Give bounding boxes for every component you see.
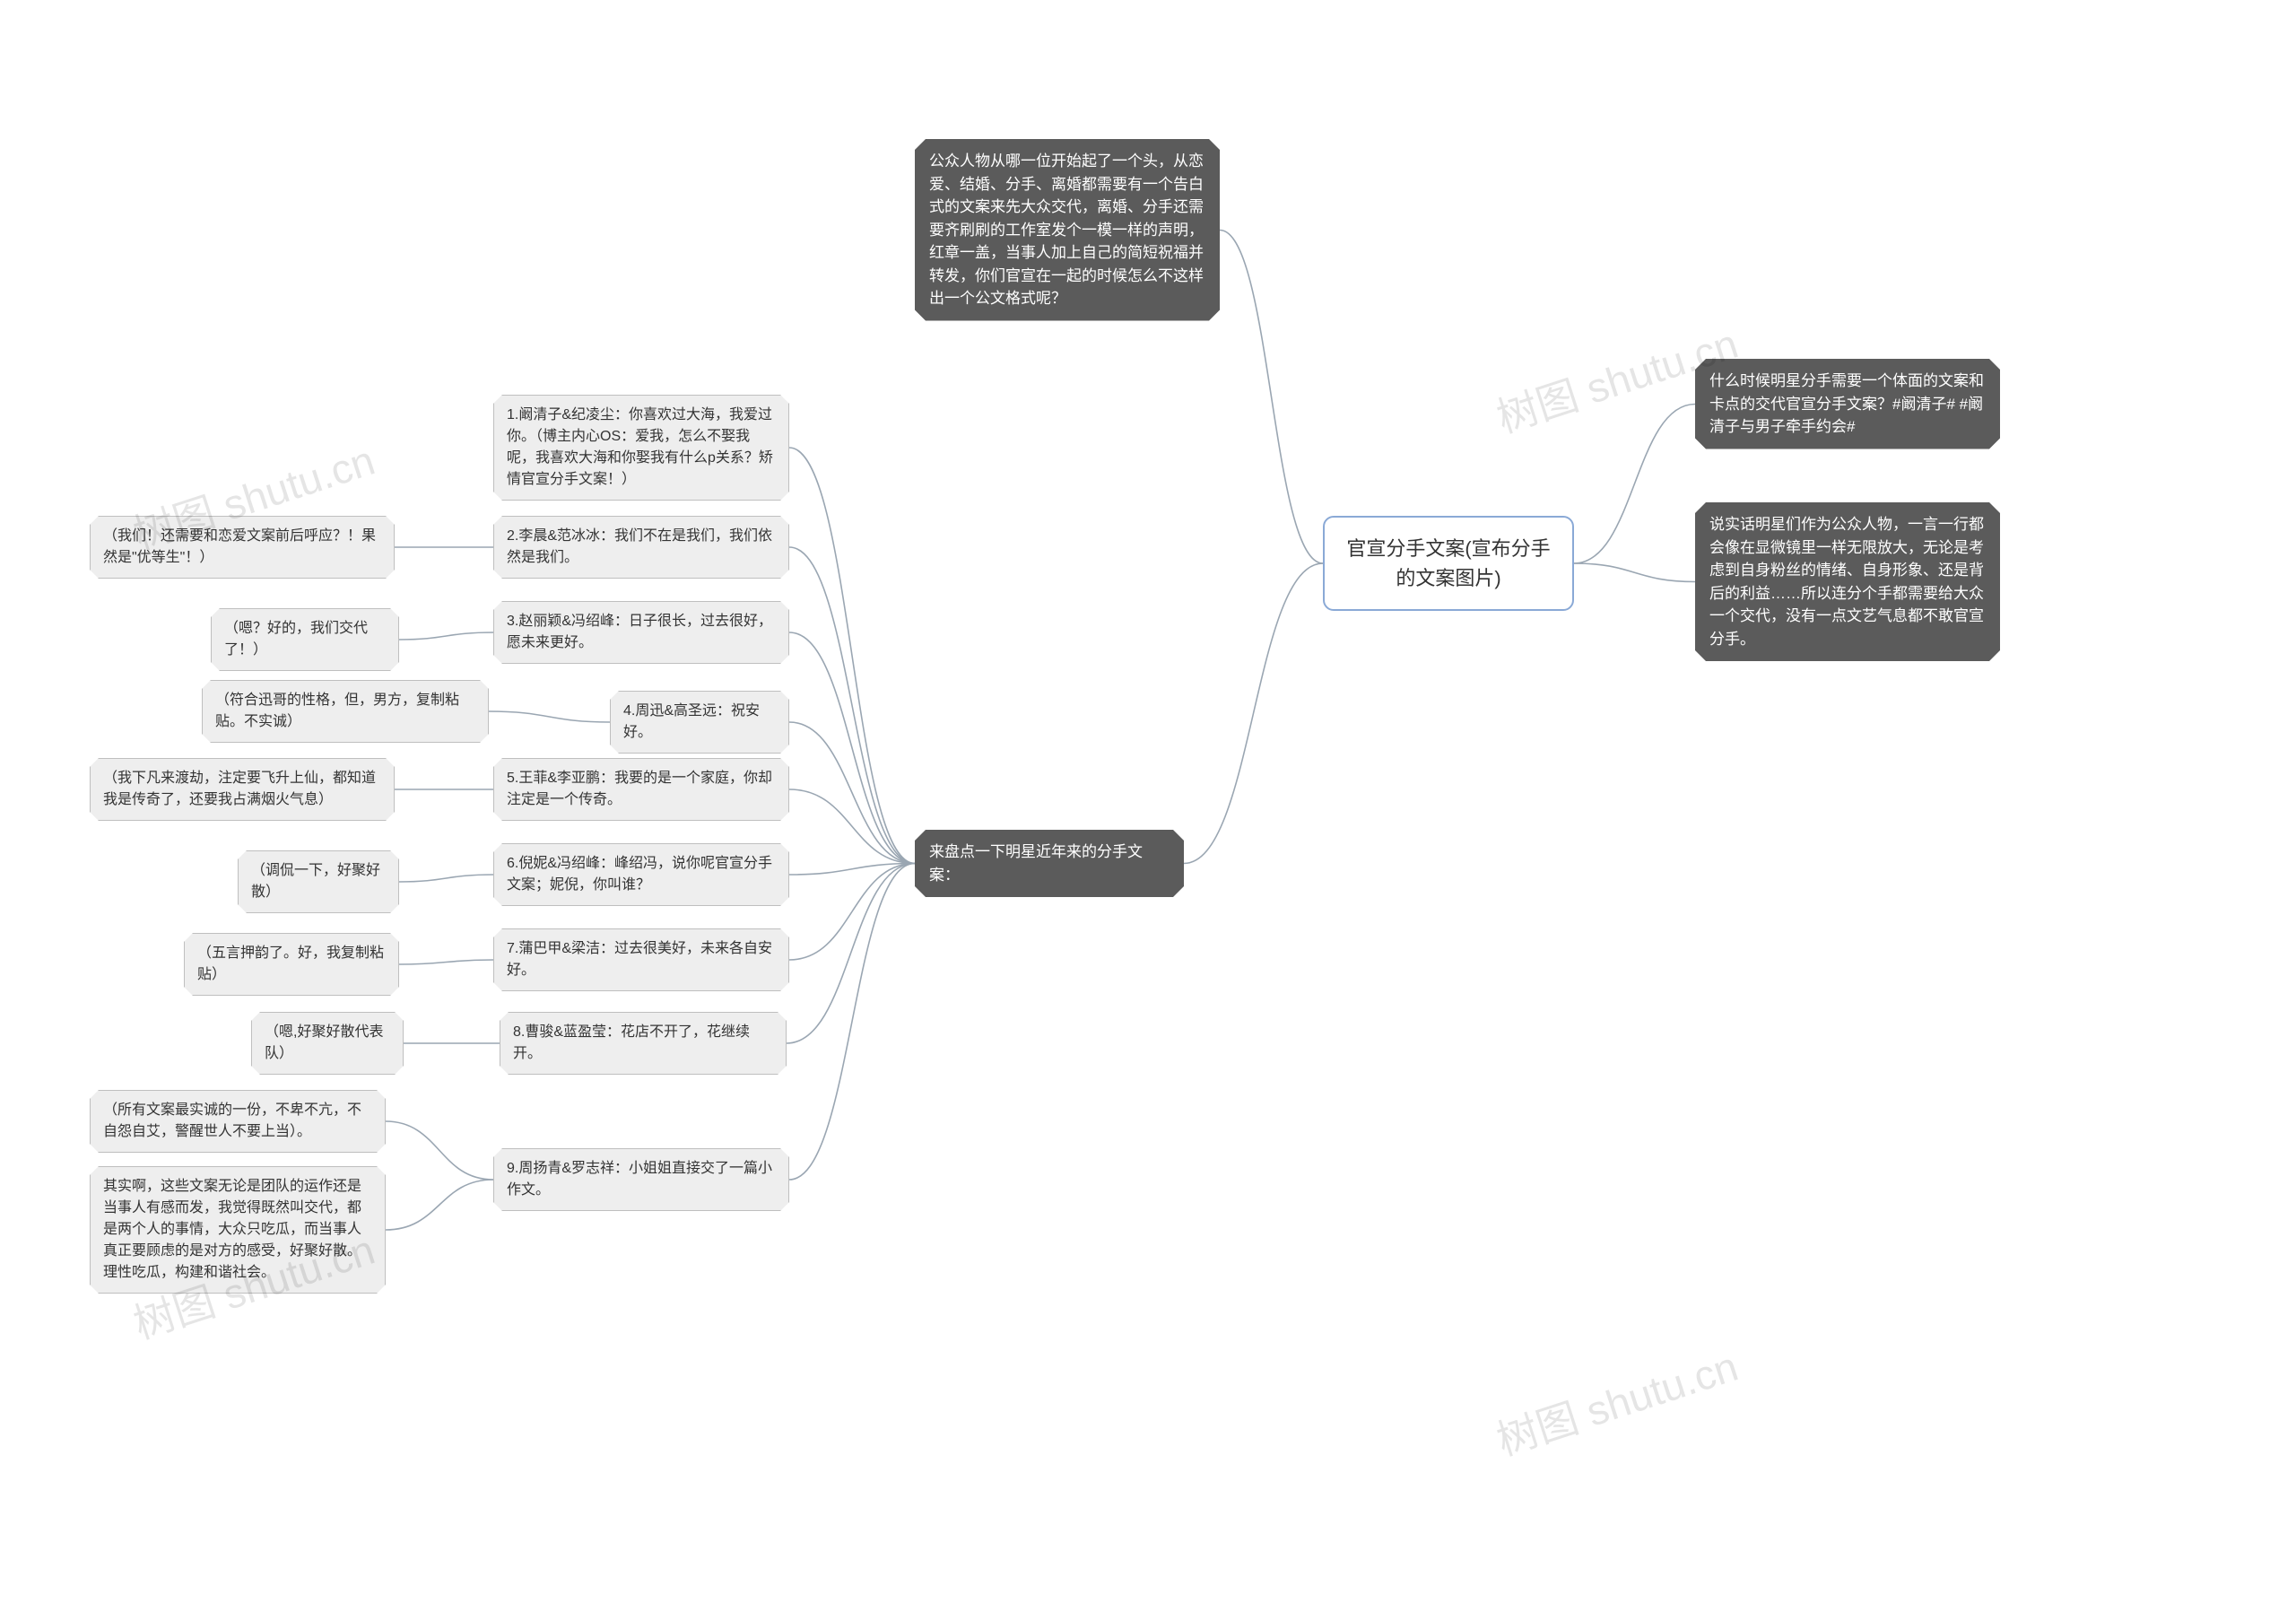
celeb-item-4: 4.周迅&高圣远：祝安好。 [610,691,789,754]
celeb-item-2: 2.李晨&范冰冰：我们不在是我们，我们依然是我们。 [493,516,789,579]
celeb-comment-4: （符合迅哥的性格，但，男方，复制粘贴。不实诚） [202,680,489,743]
celeb-hub: 来盘点一下明星近年来的分手文案： [915,830,1184,897]
root-node: 官宣分手文案(宣布分手的文案图片) [1323,516,1574,611]
celeb-item-1: 1.阚清子&纪凌尘：你喜欢过大海，我爱过你。（博主内心OS：爱我，怎么不娶我呢，… [493,395,789,501]
celeb-item-7: 7.蒲巴甲&梁洁：过去很美好，未来各自安好。 [493,928,789,991]
celeb-comment-2: （我们！还需要和恋爱文案前后呼应？！果然是"优等生"！） [90,516,395,579]
celeb-item-9: 9.周扬青&罗志祥：小姐姐直接交了一篇小作文。 [493,1148,789,1211]
celeb-comment-8: （嗯,好聚好散代表队） [251,1012,404,1075]
celeb-comment-9-1: （所有文案最实诚的一份，不卑不亢，不自怨自艾，警醒世人不要上当）。 [90,1090,386,1153]
right-branch-1: 什么时候明星分手需要一个体面的文案和卡点的交代官宣分手文案？#阚清子# #阚清子… [1695,359,2000,449]
celeb-comment-6: （调侃一下，好聚好散） [238,850,399,913]
celeb-comment-3: （嗯？好的，我们交代了！） [211,608,399,671]
celeb-item-5: 5.王菲&李亚鹏：我要的是一个家庭，你却注定是一个传奇。 [493,758,789,821]
mindmap-canvas: 官宣分手文案(宣布分手的文案图片) 什么时候明星分手需要一个体面的文案和卡点的交代… [0,0,2296,1612]
celeb-item-3: 3.赵丽颖&冯绍峰：日子很长，过去很好，愿未来更好。 [493,601,789,664]
celeb-comment-5: （我下凡来渡劫，注定要飞升上仙，都知道我是传奇了，还要我占满烟火气息） [90,758,395,821]
celeb-item-6: 6.倪妮&冯绍峰：峰绍冯，说你呢官宣分手文案；妮倪，你叫谁？ [493,843,789,906]
celeb-comment-7: （五言押韵了。好，我复制粘贴） [184,933,399,996]
left-intro: 公众人物从哪一位开始起了一个头，从恋爱、结婚、分手、离婚都需要有一个告白式的文案… [915,139,1220,321]
watermark-4: 树图 shutu.cn [1489,1334,1744,1468]
right-branch-2: 说实话明星们作为公众人物，一言一行都会像在显微镜里一样无限放大，无论是考虑到自身… [1695,502,2000,661]
celeb-item-8: 8.曹骏&蓝盈莹：花店不开了，花继续开。 [500,1012,787,1075]
celeb-comment-9-2: 其实啊，这些文案无论是团队的运作还是当事人有感而发，我觉得既然叫交代，都是两个人… [90,1166,386,1294]
